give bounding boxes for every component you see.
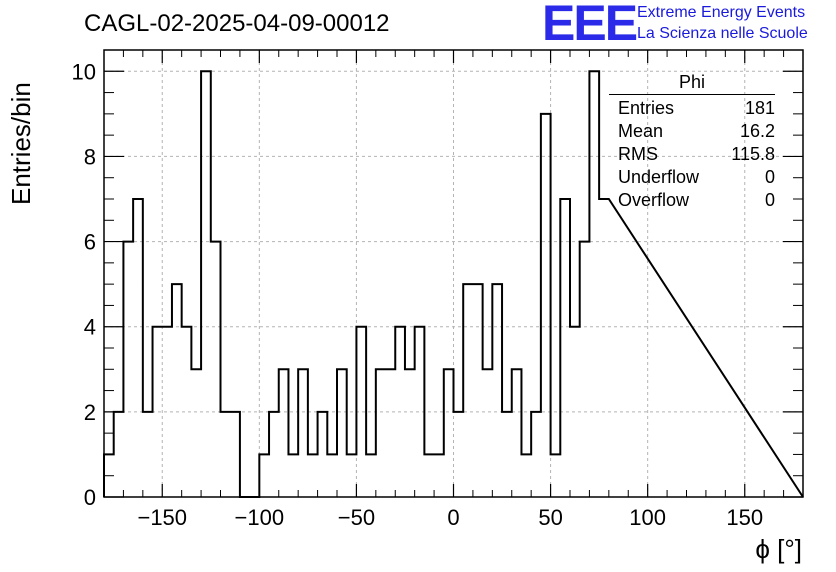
histogram-bin (599, 199, 609, 497)
histogram-bin (531, 412, 541, 497)
page-title: CAGL-02-2025-04-09-00012 (84, 10, 390, 37)
y-axis-label: Entries/bin (6, 82, 36, 205)
histogram-bin (454, 412, 464, 497)
histogram-bin (114, 412, 124, 497)
stats-row: Underflow 0 (609, 166, 775, 189)
histogram-bin (376, 369, 386, 497)
stats-box: Phi Entries 181 Mean 16.2 RMS 115.8 Unde… (609, 72, 775, 212)
histogram-bin (211, 242, 221, 497)
histogram-bin (473, 284, 483, 497)
histogram-bin (492, 284, 502, 497)
histogram-bin (308, 454, 318, 497)
histogram-bin (405, 369, 415, 497)
histogram-bin (551, 454, 561, 497)
stats-row: RMS 115.8 (609, 143, 775, 166)
stats-row: Entries 181 (609, 97, 775, 120)
histogram-bin (259, 454, 269, 497)
histogram-bars (103, 70, 804, 498)
histogram-bin (143, 412, 153, 497)
y-tick-label: 4 (84, 315, 96, 340)
histogram-bin (298, 369, 308, 497)
histogram-bin (201, 71, 211, 497)
stats-value: 0 (764, 167, 775, 187)
histogram-outline (103, 70, 804, 498)
stats-title: Phi (609, 72, 775, 95)
histogram-bin (521, 454, 531, 497)
histogram-bin (269, 412, 279, 497)
x-tick-label: 100 (629, 505, 666, 530)
x-tick-label: 0 (447, 505, 459, 530)
y-tick-label: 0 (84, 485, 96, 510)
stats-value: 115.8 (731, 144, 775, 164)
stats-value: 181 (744, 98, 775, 118)
eee-logo: EEE (542, 0, 638, 51)
stats-label: Mean (618, 121, 664, 141)
histogram-bin (279, 369, 289, 497)
logo-tagline-2: La Scienza nelle Scuole (637, 25, 808, 42)
axis-ticks: −150 −100 −50 0 50 100 150 0 2 4 6 8 10 (72, 49, 804, 530)
x-axis-label: ϕ [°] (755, 534, 802, 564)
histogram-bin (191, 369, 201, 497)
histogram-bin (483, 369, 493, 497)
histogram-bin (386, 369, 396, 497)
y-tick-label: 8 (84, 144, 96, 169)
histogram-bin (580, 242, 590, 497)
histogram-bin (463, 284, 473, 497)
histogram-bin (221, 412, 231, 497)
plot-frame (103, 49, 804, 498)
histogram-bin (337, 369, 347, 497)
logo-tagline-1: Extreme Energy Events (637, 4, 806, 21)
histogram-bin (541, 114, 551, 497)
histogram-bin (444, 369, 454, 497)
histogram-bin (589, 71, 599, 497)
histogram-bin (288, 454, 298, 497)
x-tick-label: 150 (726, 505, 763, 530)
stats-label: Entries (618, 98, 675, 118)
stats-row: Mean 16.2 (609, 120, 775, 143)
histogram-bin (366, 454, 376, 497)
y-tick-label: 2 (84, 400, 96, 425)
x-tick-label: 50 (538, 505, 562, 530)
stats-value: 16.2 (739, 121, 775, 141)
histogram-bin (424, 454, 434, 497)
histogram-bin (123, 242, 133, 497)
histogram-bin (230, 412, 240, 497)
stats-label: RMS (618, 144, 658, 164)
y-tick-label: 10 (72, 59, 96, 84)
stats-label: Overflow (618, 190, 690, 210)
stats-row: Overflow 0 (609, 189, 775, 212)
histogram-bin (560, 199, 570, 497)
histogram-bin (512, 369, 522, 497)
x-tick-label: −150 (137, 505, 187, 530)
y-tick-label: 6 (84, 230, 96, 255)
histogram-bin (502, 412, 512, 497)
histogram-bin (172, 284, 182, 497)
stats-value: 0 (764, 190, 775, 210)
x-tick-label: −100 (235, 505, 285, 530)
histogram-bin (434, 454, 444, 497)
histogram-bin (347, 454, 357, 497)
histogram-bin (327, 454, 337, 497)
x-tick-label: −50 (338, 505, 375, 530)
stats-label: Underflow (618, 167, 700, 187)
histogram-bin (133, 199, 143, 497)
histogram-bin (318, 412, 328, 497)
